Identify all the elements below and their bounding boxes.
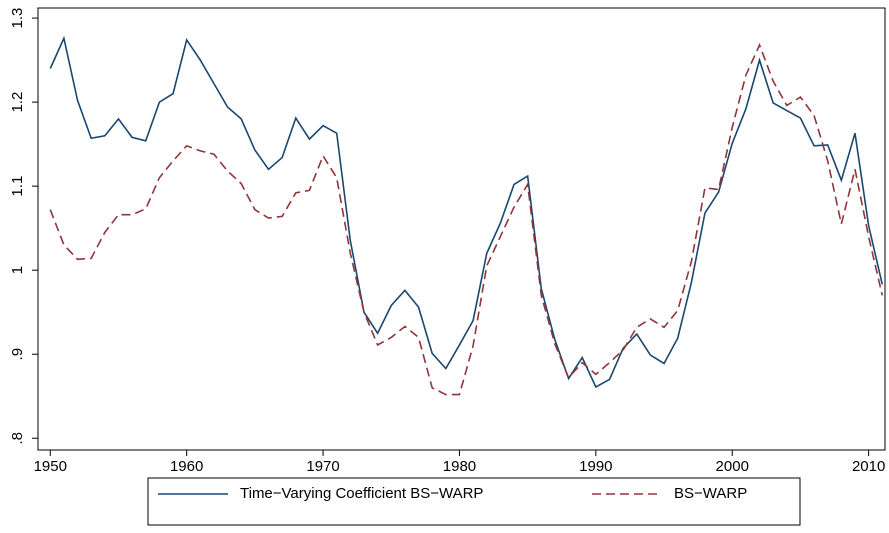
y-tick-label: 1.1	[9, 176, 26, 197]
y-tick-label: 1	[9, 266, 26, 274]
x-tick-label: 1950	[34, 458, 67, 475]
y-tick-label: .8	[9, 432, 26, 445]
y-tick-label: .9	[9, 348, 26, 361]
series-line	[49, 35, 884, 389]
legend-label: Time−Varying Coefficient BS−WARP	[240, 485, 483, 502]
x-tick-label: 1970	[306, 458, 339, 475]
x-tick-label: 1960	[170, 458, 203, 475]
legend-box	[147, 477, 801, 526]
series-line	[49, 42, 884, 396]
legend-label: BS−WARP	[674, 485, 747, 502]
plot-frame	[37, 7, 886, 451]
y-tick-label: 1.3	[9, 8, 26, 29]
y-tick-label: 1.2	[9, 92, 26, 113]
x-tick-label: 2010	[852, 458, 885, 475]
x-tick-label: 1980	[443, 458, 476, 475]
x-tick-label: 2000	[716, 458, 749, 475]
x-tick-label: 1990	[579, 458, 612, 475]
